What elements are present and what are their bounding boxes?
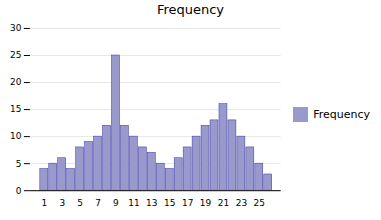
- svg-text:11: 11: [128, 198, 139, 208]
- svg-text:3: 3: [59, 198, 65, 208]
- svg-text:19: 19: [200, 198, 212, 208]
- html-text:Frequency: Frequency: [313, 107, 370, 121]
- svg-text:17: 17: [182, 198, 193, 208]
- svg-text:1: 1: [41, 198, 47, 208]
- svg-text:7: 7: [95, 198, 101, 208]
- svg-text:15: 15: [10, 104, 21, 114]
- svg-text:15: 15: [164, 198, 175, 208]
- svg-text:9: 9: [113, 198, 119, 208]
- svg-text:30: 30: [10, 23, 22, 33]
- svg-text:13: 13: [146, 198, 157, 208]
- svg-text:21: 21: [218, 198, 229, 208]
- svg-text:0: 0: [16, 186, 22, 196]
- svg-text:20: 20: [10, 77, 22, 87]
- svg-text:23: 23: [236, 198, 247, 208]
- svg-text:25: 25: [254, 198, 265, 208]
- svg-text:5: 5: [77, 198, 83, 208]
- svg-text:5: 5: [16, 159, 22, 169]
- html-text:Frequency: Frequency: [156, 2, 225, 17]
- svg-text:25: 25: [10, 50, 21, 60]
- svg-text:10: 10: [10, 131, 22, 141]
